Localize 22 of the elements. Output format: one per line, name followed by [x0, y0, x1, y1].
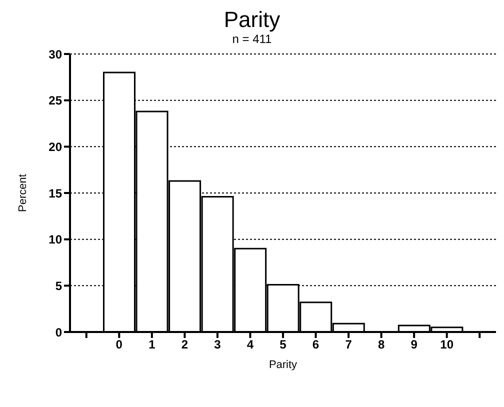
x-axis-title: Parity: [268, 359, 298, 371]
y-tick-label: 25: [48, 94, 62, 108]
x-tick-label: 8: [378, 338, 385, 352]
x-tick-label: 4: [246, 338, 254, 352]
x-tick-label: 1: [148, 338, 156, 352]
y-tick-label: 0: [55, 325, 62, 340]
x-tick-label: 0: [116, 338, 123, 352]
y-tick-label: 30: [48, 47, 62, 62]
y-axis-title: Percent: [16, 174, 29, 212]
x-tick-label: 9: [410, 338, 418, 352]
chart-subtitle: n = 411: [231, 32, 273, 46]
x-tick-label: 7: [345, 338, 352, 352]
x-tick-label: 6: [312, 338, 320, 352]
y-tick-label: 20: [48, 140, 62, 154]
x-tick-label: 10: [440, 338, 454, 352]
y-tick-label: 15: [48, 186, 62, 200]
x-tick-label: 5: [280, 338, 287, 352]
x-tick-label: 2: [181, 338, 188, 352]
x-tick-label: 3: [214, 338, 222, 352]
y-tick-label: 5: [55, 278, 62, 293]
y-tick-label: 10: [48, 232, 62, 247]
chart-title: Parity: [222, 7, 282, 32]
